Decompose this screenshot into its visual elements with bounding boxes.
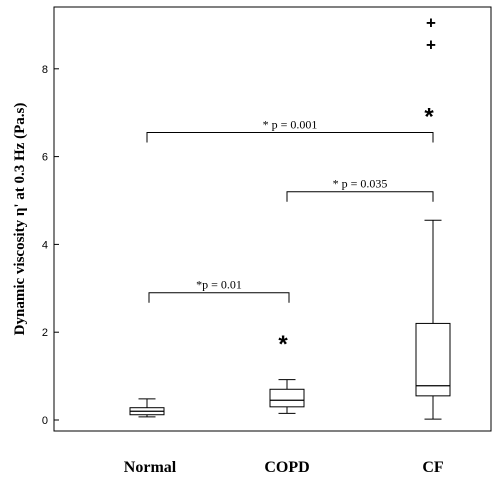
x-category-label-normal: Normal — [124, 459, 177, 476]
box-cf — [415, 219, 451, 420]
y-tick-label-2: 2 — [42, 327, 48, 339]
bracket-copd-cf: * p = 0.035 — [286, 177, 434, 202]
y-tick-label-6: 6 — [42, 152, 48, 164]
bracket-line-0 — [148, 292, 290, 303]
box-normal — [129, 398, 165, 418]
y-axis: 0 2 4 6 8 — [42, 64, 59, 427]
bracket-label-1: * p = 0.035 — [333, 177, 388, 191]
bracket-line-2 — [146, 131, 434, 143]
box-copd — [269, 379, 305, 414]
y-axis-title: Dynamic viscosity η' at 0.3 Hz (Pa.s) — [12, 103, 28, 336]
boxes — [129, 219, 451, 420]
bracket-line-1 — [286, 191, 434, 202]
outlier-cf-1: * — [424, 104, 434, 131]
bracket-normal-cf: * p = 0.001 — [146, 117, 434, 143]
x-axis: Normal COPD CF — [124, 459, 444, 476]
y-tick-label-0: 0 — [42, 415, 48, 427]
outliers: * * + + — [278, 14, 436, 358]
y-tick-label-4: 4 — [42, 239, 48, 251]
y-tick-label-8: 8 — [42, 64, 48, 76]
x-category-label-cf: CF — [422, 459, 444, 476]
plot-frame — [53, 6, 492, 432]
box-iqr-cf — [415, 322, 451, 397]
x-category-label-copd: COPD — [264, 459, 309, 476]
significance-annotations: *p = 0.01 * p = 0.035 * p = 0.001 — [146, 117, 434, 303]
bracket-normal-copd: *p = 0.01 — [148, 278, 290, 303]
box-iqr-copd — [269, 388, 305, 408]
outlier-cf-2: + — [426, 36, 436, 55]
outlier-cf-3: + — [426, 14, 436, 33]
bracket-label-2: * p = 0.001 — [263, 117, 318, 131]
bracket-label-0: *p = 0.01 — [196, 278, 242, 292]
outlier-copd-0: * — [278, 331, 288, 358]
